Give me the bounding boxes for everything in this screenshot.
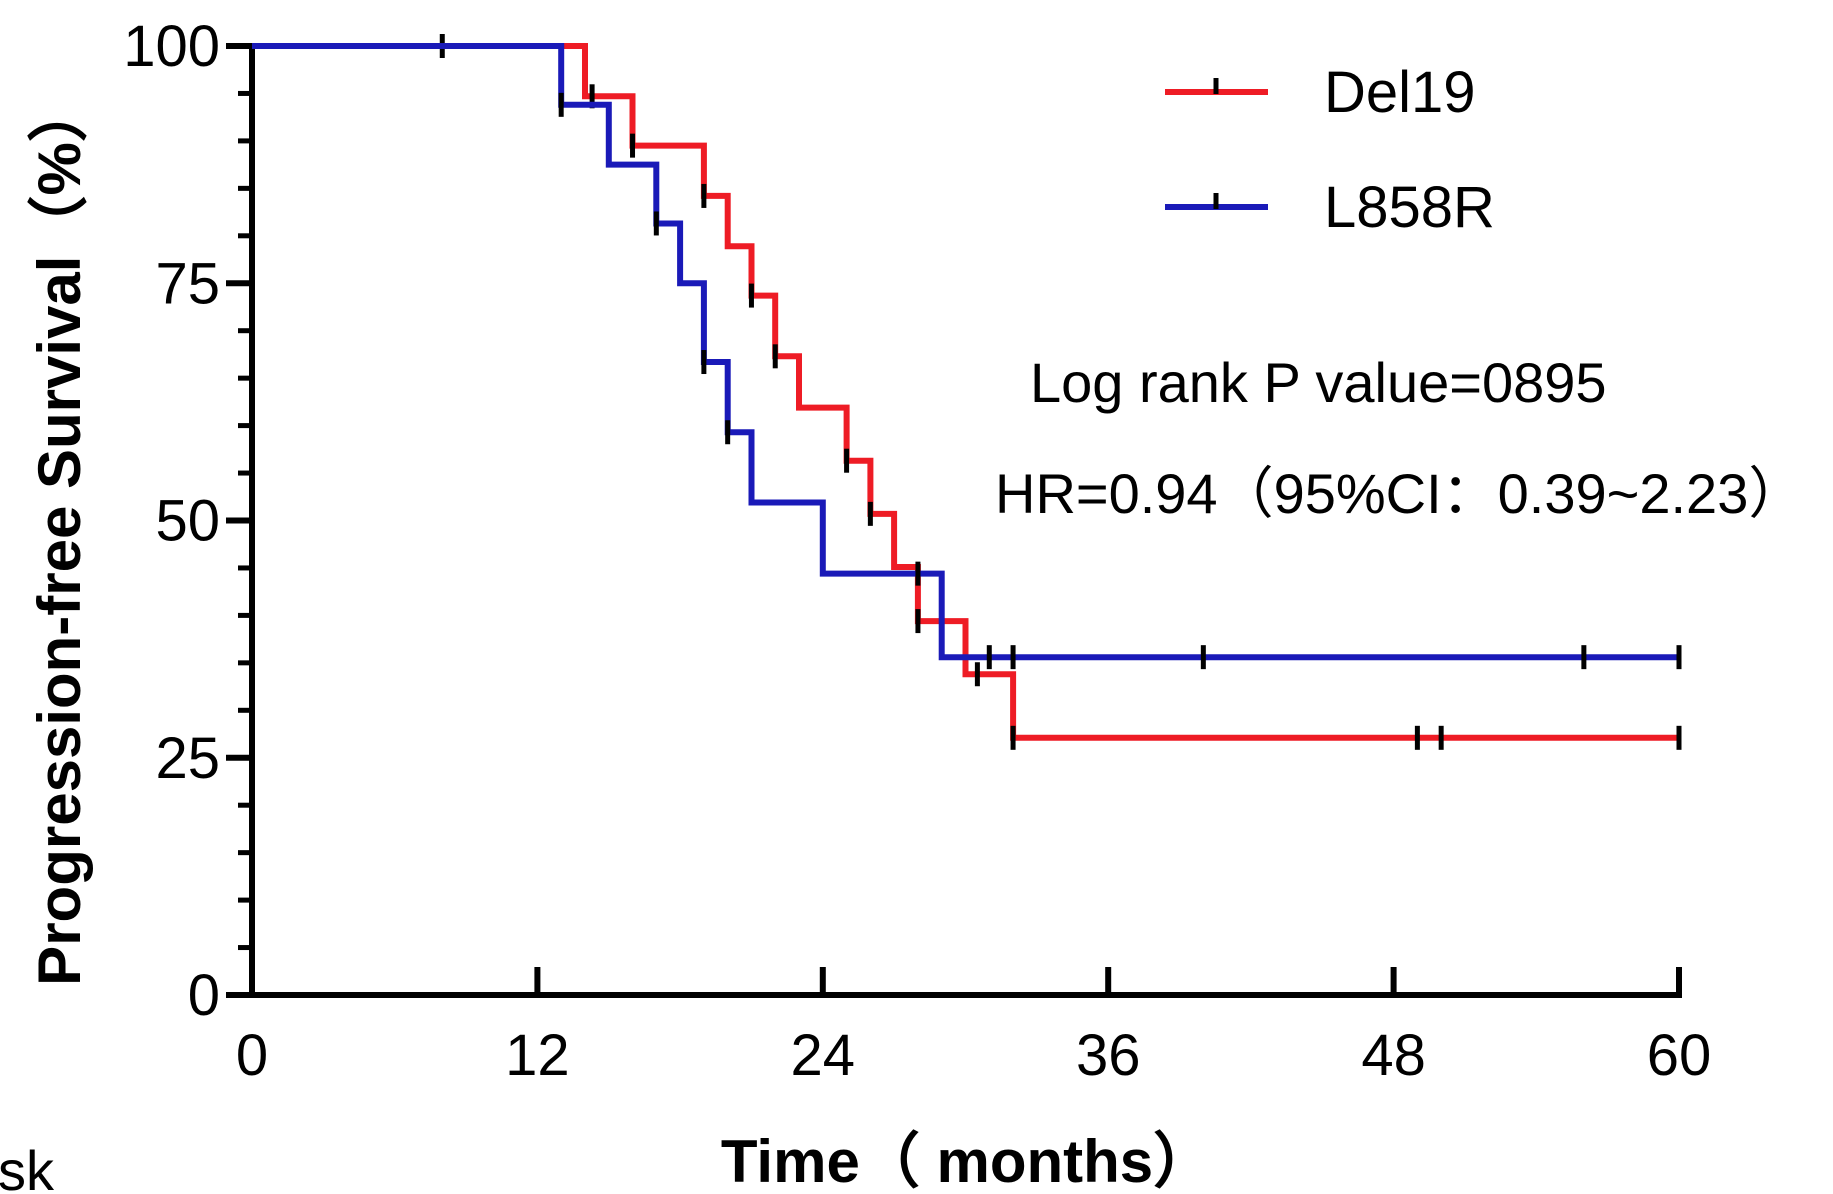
x-tick-label: 48 [1361, 1023, 1426, 1088]
x-tick-label: 0 [236, 1023, 268, 1088]
y-tick-label: 75 [155, 251, 220, 316]
x-tick-label: 60 [1647, 1023, 1712, 1088]
hazard-ratio-annotation: HR=0.94（95%CI：0.39~2.23） [995, 462, 1804, 525]
y-tick-label: 100 [123, 14, 220, 79]
series-line-l858r [252, 43, 1679, 661]
legend-label-del19: Del19 [1324, 60, 1476, 125]
legend-label-l858r: L858R [1324, 175, 1495, 240]
x-tick-label: 36 [1076, 1023, 1141, 1088]
series-layer [252, 34, 1682, 750]
x-tick-label: 12 [505, 1023, 570, 1088]
y-tick-label: 50 [155, 489, 220, 554]
y-tick-label: 25 [155, 726, 220, 791]
clipped-risk-label: sk [0, 1139, 55, 1194]
y-tick-label: 0 [188, 963, 220, 1028]
legend: Del19 L858R [1165, 60, 1495, 240]
axes: 0 25 50 75 100 0 12 24 36 48 60 [123, 14, 1711, 1088]
y-axis-title: Progression-free Survival（%） [26, 82, 93, 986]
x-tick-label: 24 [791, 1023, 856, 1088]
log-rank-annotation: Log rank P value=0895 [1030, 351, 1607, 414]
x-axis-title: Time（ months） [721, 1128, 1213, 1194]
